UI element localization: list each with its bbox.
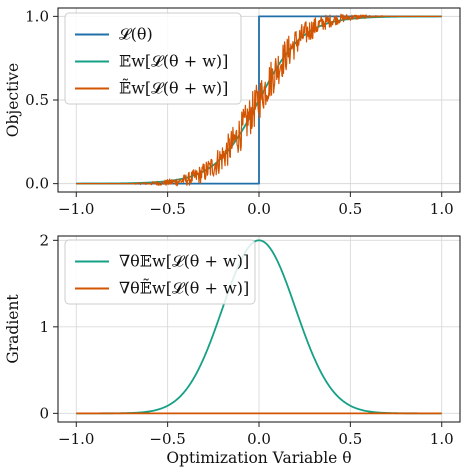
legend-label-0: ∇θ𝔼w[𝓛(θ + w)]: [119, 252, 249, 271]
gradient-ticks: −1.0 −0.5 0.0 0.5 1.0 0 1 2: [39, 231, 453, 448]
objective-ylabel: Objective: [4, 63, 22, 137]
objective-series: [76, 13, 442, 187]
y-tick-label-0: 0: [39, 404, 49, 422]
x-tick-label-1: −0.5: [149, 430, 185, 448]
x-tick-label-0: −1.0: [58, 200, 94, 218]
legend-label-2: 𝔼̃w[𝓛(θ + w)]: [119, 78, 228, 98]
gradient-panel: −1.0 −0.5 0.0 0.5 1.0 0 1 2 Gradient Optimizati…: [4, 231, 461, 467]
x-tick-label-3: 0.5: [338, 200, 362, 218]
y-tick-label-2: 2: [39, 231, 49, 249]
legend-frame: [64, 12, 242, 105]
x-tick-label-4: 1.0: [430, 200, 454, 218]
y-tick-label-2: 1.0: [25, 7, 49, 25]
legend-label-1: 𝔼w[𝓛(θ + w)]: [119, 52, 228, 71]
x-tick-label-3: 0.5: [338, 430, 362, 448]
y-tick-label-1: 0.5: [25, 91, 49, 109]
x-tick-label-2: 0.0: [247, 200, 271, 218]
legend-frame: [64, 239, 256, 305]
objective-panel: −1.0 −0.5 0.0 0.5 1.0 0.0 0.5 1.0 Objective 𝓛(θ…: [4, 7, 461, 218]
series-line-2: [76, 13, 442, 187]
x-tick-label-2: 0.0: [247, 430, 271, 448]
legend-label-0: 𝓛(θ): [119, 25, 153, 44]
gradient-ylabel: Gradient: [4, 294, 22, 364]
gradient-series: [76, 239, 442, 415]
legend-label-1: ∇θ𝔼̃w[𝓛(θ + w)]: [119, 278, 249, 298]
x-tick-label-4: 1.0: [430, 430, 454, 448]
y-tick-label-0: 0.0: [25, 175, 49, 193]
x-tick-label-1: −0.5: [149, 200, 185, 218]
y-tick-label-1: 1: [39, 318, 49, 336]
gradient-legend: ∇θ𝔼w[𝓛(θ + w)] ∇θ𝔼̃w[𝓛(θ + w)]: [64, 239, 256, 305]
objective-ticks: −1.0 −0.5 0.0 0.5 1.0 0.0 0.5 1.0: [25, 7, 454, 218]
x-tick-label-0: −1.0: [58, 430, 94, 448]
gradient-xlabel: Optimization Variable θ: [166, 449, 351, 467]
objective-legend: 𝓛(θ) 𝔼w[𝓛(θ + w)] 𝔼̃w[𝓛(θ + w)]: [64, 12, 242, 105]
